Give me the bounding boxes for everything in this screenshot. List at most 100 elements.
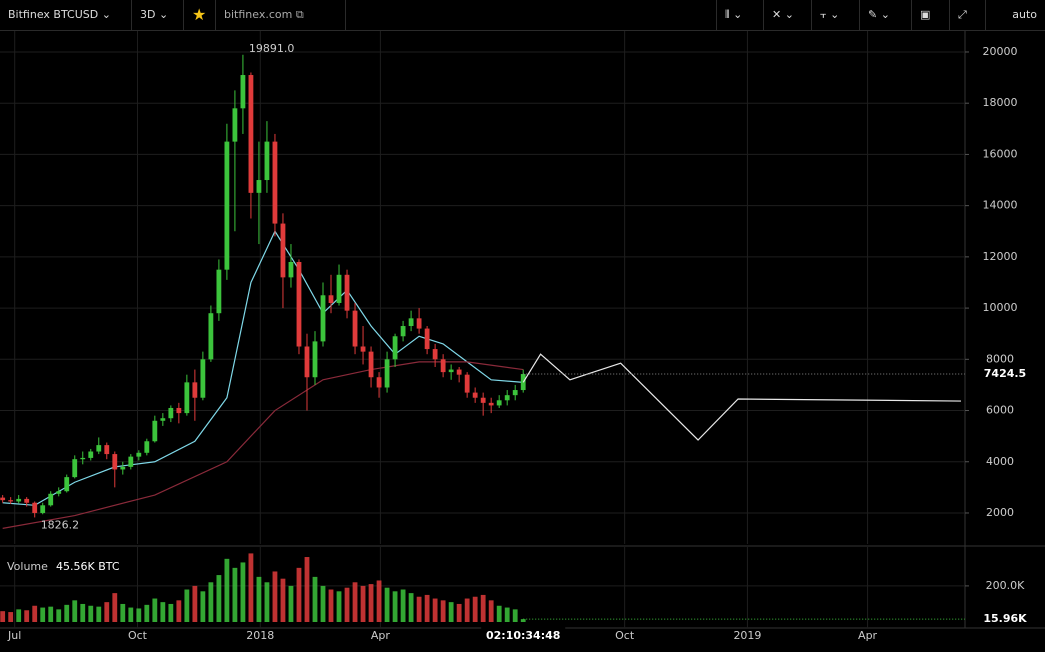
- volume-bar: [472, 596, 478, 622]
- candle-body: [32, 502, 38, 513]
- volume-bar: [176, 600, 182, 622]
- y-tick-label: 12000: [983, 250, 1018, 263]
- screenshot[interactable]: ▣: [912, 0, 950, 30]
- candle-body: [368, 351, 374, 378]
- candle-body: [352, 310, 358, 347]
- candle-body: [256, 180, 262, 193]
- bar-style[interactable]: ⫴ ⌄: [716, 0, 764, 30]
- candle-body: [112, 454, 118, 470]
- candle-body: [40, 505, 46, 513]
- candle-body: [312, 341, 318, 378]
- candle-body: [400, 326, 406, 337]
- indicators[interactable]: ✕ ⌄: [764, 0, 812, 30]
- volume-bar: [336, 591, 342, 622]
- candle-body: [264, 141, 270, 181]
- candle-body: [296, 261, 302, 347]
- symbol: Bitfinex BTCUSD: [8, 8, 99, 21]
- candle-body: [328, 295, 334, 303]
- volume-bar: [112, 593, 118, 622]
- volume-bar: [256, 576, 262, 622]
- candle-body: [96, 445, 102, 452]
- candle-body: [144, 441, 150, 453]
- symbol-select[interactable]: Bitfinex BTCUSD ⌄: [0, 0, 132, 30]
- y-tick-label: 20000: [983, 45, 1018, 58]
- candle-body: [280, 223, 286, 278]
- volume-bar: [232, 567, 238, 622]
- volume-name: Volume: [7, 560, 48, 573]
- y-tick-label: 8000: [986, 352, 1014, 365]
- draw[interactable]: ✎ ⌄: [860, 0, 912, 30]
- price-annotation: 1826.2: [41, 518, 80, 531]
- volume-bar: [424, 594, 430, 622]
- fullscreen[interactable]: ⤢: [950, 0, 986, 30]
- x-tick-label: Oct: [128, 629, 148, 642]
- chart: Jul Oct 2018 Apr Oct 2019 Apr 2000 4000 6000 8000 1…: [0, 31, 1045, 645]
- volume-bar: [200, 591, 206, 622]
- candle-body: [48, 493, 54, 506]
- y-tick-label: 14000: [983, 199, 1018, 212]
- trend-drawing: [522, 353, 962, 441]
- candle-body: [120, 466, 126, 470]
- volume-bar: [464, 598, 470, 622]
- candle-body: [496, 400, 502, 406]
- toolbar: Bitfinex BTCUSD ⌄ 3D ⌄ ★ bitfinex.com ⧉ …: [0, 0, 1045, 31]
- candle-body: [232, 108, 238, 142]
- volume-bar: [8, 612, 14, 622]
- volume-tick-label: 200.0K: [986, 579, 1025, 592]
- volume-bar: [56, 609, 62, 622]
- countdown: 02:10:34:48: [486, 629, 560, 642]
- x-tick-label: Apr: [858, 629, 878, 642]
- candle-body: [56, 491, 62, 494]
- site: bitfinex.com: [224, 8, 293, 21]
- x-tick-label: 2018: [246, 629, 274, 642]
- compare[interactable]: ⫟ ⌄: [812, 0, 860, 30]
- volume-bar: [32, 605, 38, 622]
- candle-body: [488, 402, 494, 406]
- volume-bar: [152, 598, 158, 622]
- y-tick-label: 2000: [986, 506, 1014, 519]
- candle-body: [208, 313, 214, 360]
- volume-bar: [504, 607, 510, 622]
- volume-bar: [48, 606, 54, 622]
- volume-bar: [416, 596, 422, 622]
- volume-bar: [448, 602, 454, 622]
- volume-bar: [224, 558, 230, 622]
- x-tick-label: Oct: [615, 629, 635, 642]
- volume-bar: [512, 609, 518, 622]
- candle-body: [440, 359, 446, 373]
- volume-bar: [440, 600, 446, 622]
- candle-body: [336, 274, 342, 303]
- candle-body: [64, 477, 70, 492]
- volume-bar: [496, 605, 502, 622]
- candle-body: [304, 346, 310, 378]
- volume-bar: [184, 589, 190, 622]
- candle-body: [24, 498, 30, 503]
- candle-body: [80, 457, 86, 460]
- volume-bar: [72, 600, 78, 622]
- volume-bar: [272, 571, 278, 622]
- candle-body: [240, 75, 246, 109]
- interval: 3D: [140, 8, 156, 21]
- candle-body: [320, 295, 326, 342]
- volume-bar: [376, 580, 382, 622]
- volume-bar: [40, 607, 46, 622]
- volume-bar: [312, 576, 318, 622]
- candle-body: [344, 274, 350, 311]
- candle-body: [512, 390, 518, 396]
- volume-bar: [320, 585, 326, 622]
- scale-mode[interactable]: auto: [986, 0, 1045, 30]
- interval-select[interactable]: 3D ⌄: [132, 0, 184, 30]
- favorite-star[interactable]: ★: [184, 0, 216, 30]
- volume-bar: [280, 578, 286, 622]
- site-link[interactable]: bitfinex.com ⧉: [216, 0, 346, 30]
- volume-bar: [80, 603, 86, 622]
- y-tick-label: 10000: [983, 301, 1018, 314]
- candle-body: [128, 456, 134, 467]
- volume-bar: [408, 593, 414, 622]
- candle-body: [136, 452, 142, 457]
- price-annotation: 19891.0: [249, 42, 295, 55]
- x-tick-label: Jul: [7, 629, 21, 642]
- volume-bar: [520, 619, 526, 622]
- last-price-box: [966, 366, 1045, 383]
- volume-bar: [136, 608, 142, 622]
